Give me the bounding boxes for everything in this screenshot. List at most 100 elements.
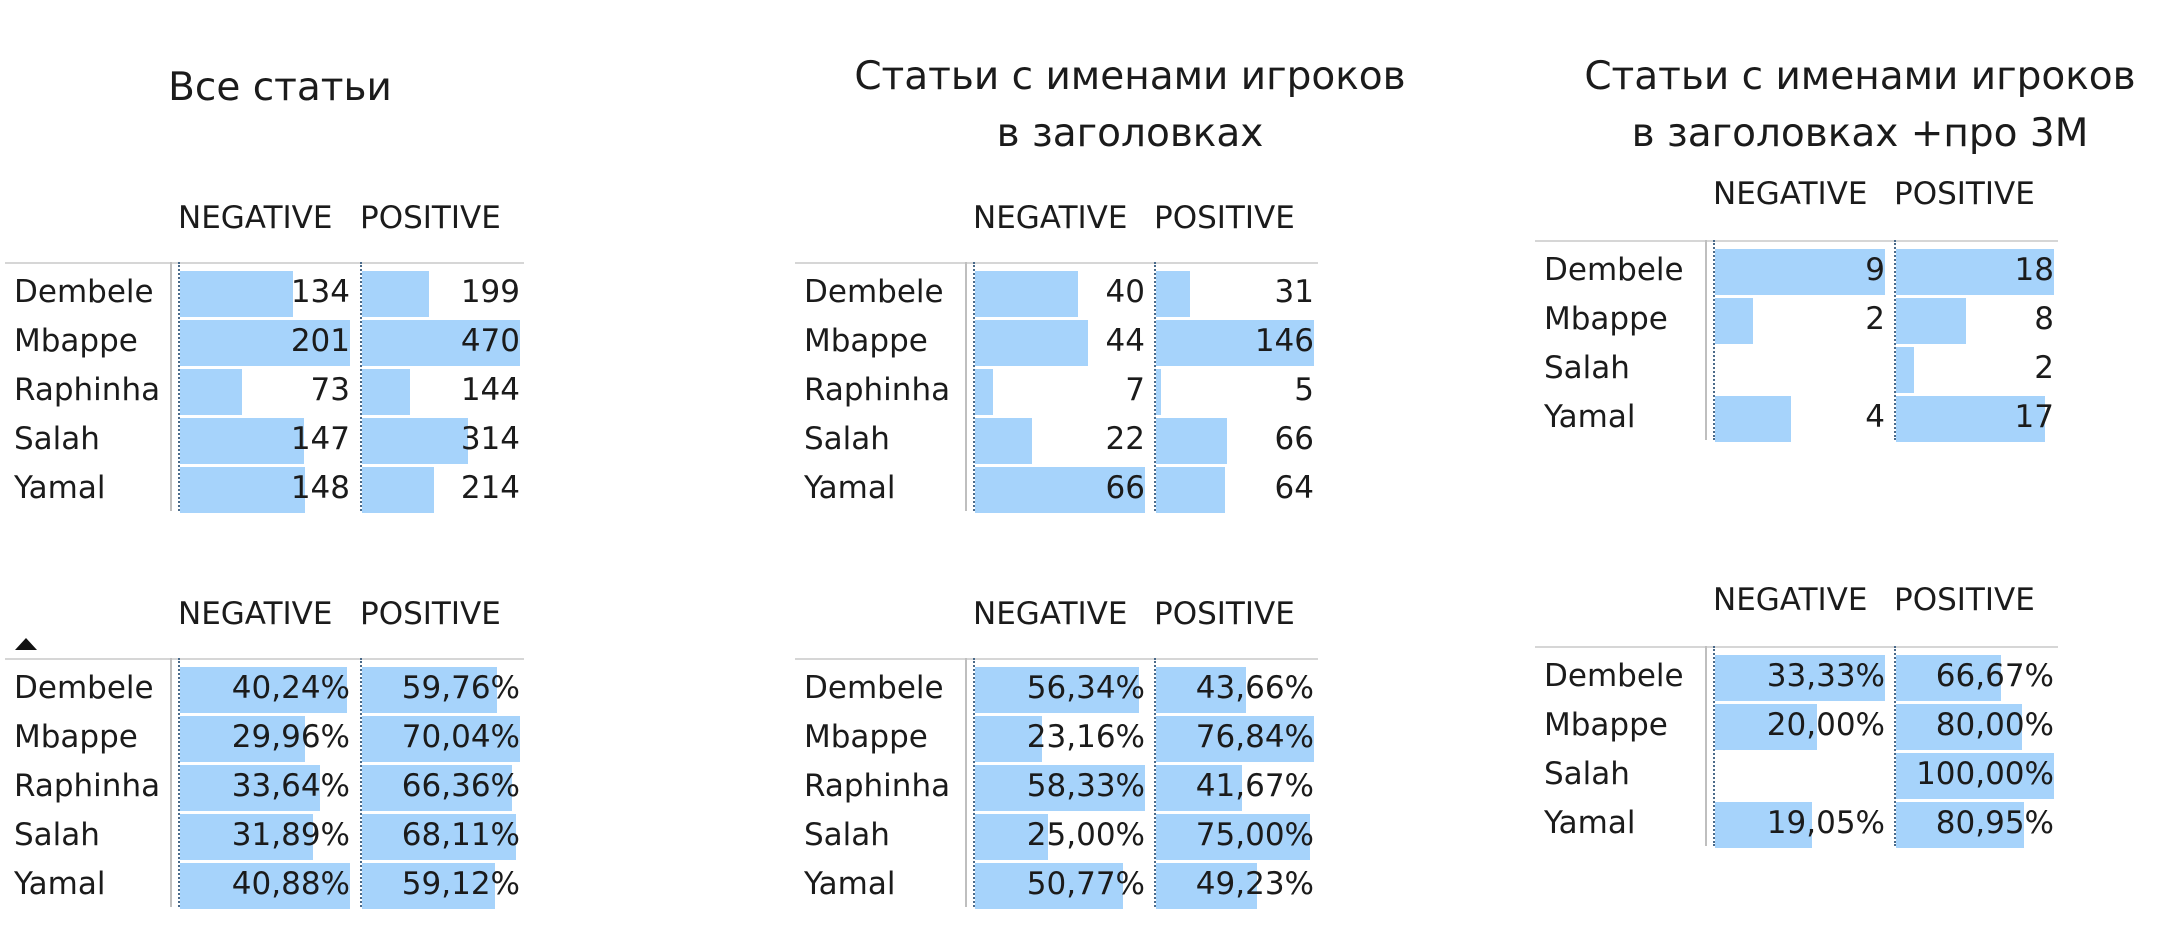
title-named-3m-line-1: Статьи с именами игроков: [1584, 54, 2136, 99]
table-all-count-bar-positive: [362, 369, 411, 415]
title-named-line-2: в заголовках: [996, 111, 1264, 156]
table-all-percent-row-label: Salah: [14, 817, 100, 853]
table-names-percent-bar-negative: [975, 765, 1145, 811]
table-all-count-value-positive: 470: [460, 323, 520, 359]
table-all-count-row-label: Salah: [14, 421, 100, 457]
table-all-percent-value-negative: 29,96%: [231, 719, 350, 755]
table-names-percent-row-label: Mbappe: [804, 719, 928, 755]
table-all-count-bar-negative: [180, 467, 306, 513]
table-names3m-count-header-positive[interactable]: POSITIVE: [1894, 176, 2035, 212]
table-names-count-header-divider: [795, 262, 1318, 264]
table-names-percent-value-positive: 75,00%: [1195, 817, 1314, 853]
table-all-count-header-positive[interactable]: POSITIVE: [360, 200, 501, 236]
table-all-count-row-label: Raphinha: [14, 372, 161, 408]
table-names-percent-value-negative: 25,00%: [1026, 817, 1145, 853]
table-all-count-value-negative: 148: [290, 470, 350, 506]
table-all-count-positive-axis: [360, 262, 362, 511]
table-names-percent-header-positive[interactable]: POSITIVE: [1154, 596, 1295, 632]
table-all-percent-header-divider: [5, 658, 524, 660]
table-all-count-bar-positive: [362, 320, 520, 366]
table-names3m-count-value-positive: 18: [2014, 252, 2054, 288]
table-all-percent-bar-positive: [362, 765, 512, 811]
table-names-count-value-negative: 44: [1105, 323, 1145, 359]
table-all-percent-positive-axis: [360, 658, 362, 907]
table-names-percent-row-label: Yamal: [804, 866, 896, 902]
table-all-count-bar-positive: [362, 467, 434, 513]
table-names-count-positive-axis: [1154, 262, 1156, 511]
table-all-count-bar-negative: [180, 320, 350, 366]
table-names-percent-value-negative: 58,33%: [1026, 768, 1145, 804]
table-names3m-percent-bar-negative: [1715, 704, 1817, 750]
table-all-percent-value-negative: 40,24%: [231, 670, 350, 706]
table-names-count-value-negative: 66: [1105, 470, 1145, 506]
table-names-count-row-label: Raphinha: [804, 372, 951, 408]
table-all-percent-value-positive: 59,76%: [401, 670, 520, 706]
table-all-percent-row-label: Raphinha: [14, 768, 161, 804]
table-names3m-count-row-label: Yamal: [1544, 399, 1636, 435]
table-names3m-count-bar-positive: [1896, 396, 2046, 442]
table-names3m-percent-bar-negative: [1715, 802, 1813, 848]
table-names-count-bar-positive: [1156, 271, 1190, 317]
table-names-count-value-positive: 31: [1274, 274, 1314, 310]
table-names3m-percent-value-positive: 80,00%: [1935, 707, 2054, 743]
table-names-count-bar-positive: [1156, 418, 1228, 464]
table-names3m-percent-bar-positive: [1896, 753, 2054, 799]
table-names-count-value-positive: 66: [1274, 421, 1314, 457]
table-names-percent-bar-positive: [1156, 716, 1314, 762]
table-names-percent-bar-negative: [975, 716, 1043, 762]
table-names-percent-negative-axis: [973, 658, 975, 907]
table-names3m-count-column-divider: [1705, 240, 1707, 440]
table-all-percent-value-negative: 31,89%: [231, 817, 350, 853]
table-all-percent-column-divider: [170, 658, 172, 907]
table-names3m-percent-value-negative: 33,33%: [1766, 658, 1885, 694]
table-names-count-value-positive: 5: [1294, 372, 1314, 408]
table-names3m-percent-header-negative[interactable]: NEGATIVE: [1713, 582, 1868, 618]
table-names3m-percent-value-positive: 100,00%: [1916, 756, 2054, 792]
table-all-percent-header-negative[interactable]: NEGATIVE: [178, 596, 333, 632]
table-names-percent-header-negative[interactable]: NEGATIVE: [973, 596, 1128, 632]
table-names-percent-column-divider: [965, 658, 967, 907]
table-names-count-row-label: Mbappe: [804, 323, 928, 359]
table-names3m-percent-column-divider: [1705, 646, 1707, 846]
table-names3m-count-header-negative[interactable]: NEGATIVE: [1713, 176, 1868, 212]
table-all-percent-bar-positive: [362, 667, 497, 713]
table-all-percent-bar-negative: [180, 814, 313, 860]
table-all-count-value-negative: 147: [290, 421, 350, 457]
table-names-count-bar-negative: [975, 271, 1079, 317]
table-names3m-count-value-negative: 2: [1865, 301, 1885, 337]
table-names-count-bar-negative: [975, 369, 994, 415]
table-names3m-count-bar-negative: [1715, 396, 1791, 442]
table-names3m-count-value-negative: 4: [1865, 399, 1885, 435]
table-names3m-count-row-label: Dembele: [1544, 252, 1684, 288]
table-names-count-value-negative: 7: [1125, 372, 1145, 408]
table-names-count-header-negative[interactable]: NEGATIVE: [973, 200, 1128, 236]
table-names-count-header-positive[interactable]: POSITIVE: [1154, 200, 1295, 236]
table-all-percent-header-positive[interactable]: POSITIVE: [360, 596, 501, 632]
table-all-percent-bar-positive: [362, 814, 516, 860]
table-names3m-count-bar-positive: [1896, 347, 1914, 393]
table-all-count-value-negative: 201: [290, 323, 350, 359]
table-all-percent-bar-negative: [180, 667, 348, 713]
table-all-percent-value-positive: 66,36%: [401, 768, 520, 804]
table-all-percent-value-positive: 70,04%: [401, 719, 520, 755]
table-all-count-row-label: Yamal: [14, 470, 106, 506]
table-names-percent-value-negative: 56,34%: [1026, 670, 1145, 706]
table-all-count-header-negative[interactable]: NEGATIVE: [178, 200, 333, 236]
table-names-percent-row-label: Raphinha: [804, 768, 951, 804]
table-names3m-percent-header-positive[interactable]: POSITIVE: [1894, 582, 2035, 618]
table-names-percent-bar-positive: [1156, 765, 1242, 811]
table-names-count-value-negative: 22: [1105, 421, 1145, 457]
table-all-percent-bar-negative: [180, 765, 320, 811]
table-names-count-value-positive: 64: [1274, 470, 1314, 506]
table-names-percent-bar-negative: [975, 863, 1123, 909]
table-names-count-bar-positive: [1156, 320, 1314, 366]
table-names3m-count-positive-axis: [1894, 240, 1896, 440]
table-names3m-percent-value-positive: 66,67%: [1935, 658, 2054, 694]
table-names-percent-value-positive: 43,66%: [1195, 670, 1314, 706]
table-all-count-value-positive: 314: [460, 421, 520, 457]
table-names-percent-value-negative: 50,77%: [1026, 866, 1145, 902]
table-all-count-row-label: Mbappe: [14, 323, 138, 359]
sort-ascending-icon[interactable]: [15, 638, 37, 650]
table-names3m-percent-row-label: Salah: [1544, 756, 1630, 792]
table-names3m-percent-value-negative: 19,05%: [1766, 805, 1885, 841]
